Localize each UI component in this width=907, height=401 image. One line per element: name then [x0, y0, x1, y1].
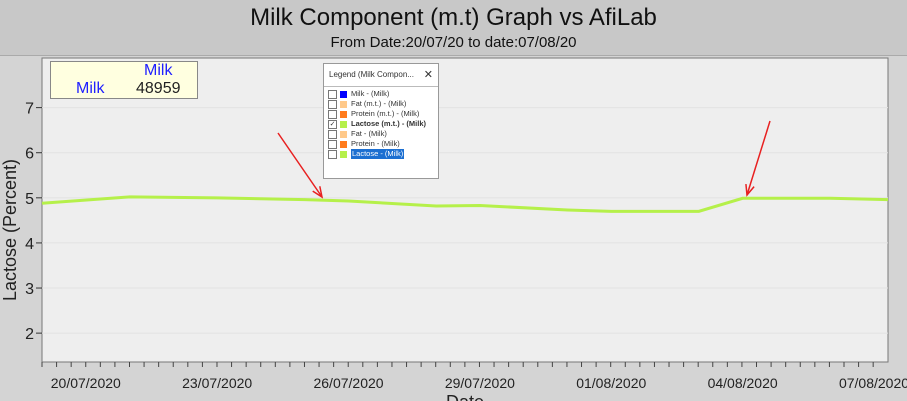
- legend-checkbox[interactable]: [328, 109, 337, 119]
- legend-label: Protein - (Milk): [351, 139, 400, 148]
- legend-label: Fat (m.t.) - (Milk): [351, 99, 407, 108]
- x-tick-label: 04/08/2020: [708, 375, 778, 391]
- legend-checkbox[interactable]: [328, 89, 337, 99]
- y-tick-label: 3: [25, 281, 34, 298]
- info-box: Milk Milk 48959: [50, 61, 198, 99]
- x-tick-label: 29/07/2020: [445, 375, 515, 391]
- y-tick-label: 6: [25, 146, 34, 163]
- legend-item[interactable]: Protein - (Milk): [324, 139, 438, 149]
- y-tick-label: 5: [25, 191, 34, 208]
- x-tick-label: 20/07/2020: [51, 375, 121, 391]
- x-axis-label: Date: [446, 392, 484, 401]
- legend-window[interactable]: Legend (Milk Compon... ✕ Milk - (Milk) Fat…: [323, 63, 439, 179]
- x-tick-label: 01/08/2020: [576, 375, 646, 391]
- legend-swatch: [340, 110, 347, 118]
- legend-item[interactable]: Protein (m.t.) - (Milk): [324, 109, 438, 119]
- info-value: 48959: [136, 80, 181, 97]
- legend-title: Legend (Milk Compon...: [329, 70, 414, 79]
- legend-checkbox[interactable]: [328, 129, 337, 139]
- legend-swatch: [340, 90, 347, 98]
- x-tick-label: 07/08/2020: [839, 375, 907, 391]
- legend-label: Milk - (Milk): [351, 89, 390, 98]
- x-tick-label: 26/07/2020: [313, 375, 383, 391]
- legend-item[interactable]: ✓ Lactose (m.t.) - (Milk): [324, 119, 438, 129]
- arrow-head: [745, 183, 755, 197]
- info-header: Milk: [144, 62, 173, 79]
- y-tick-label: 2: [25, 326, 34, 343]
- lactose-series-line: [41, 195, 889, 213]
- legend-swatch: [340, 130, 347, 138]
- y-axis-label: Lactose (Percent): [0, 159, 20, 301]
- legend-label: Fat - (Milk): [351, 129, 387, 138]
- legend-item[interactable]: Fat - (Milk): [324, 129, 438, 139]
- plot-area: [41, 57, 889, 363]
- legend-checkbox[interactable]: ✓: [328, 119, 337, 129]
- chart-subtitle: From Date:20/07/20 to date:07/08/20: [330, 34, 577, 51]
- legend-label: Lactose - (Milk): [351, 149, 405, 159]
- legend-label: Protein (m.t.) - (Milk): [351, 109, 420, 118]
- chart-title: Milk Component (m.t) Graph vs AfiLab: [250, 4, 657, 31]
- legend-checkbox[interactable]: [328, 139, 337, 149]
- close-icon[interactable]: ✕: [423, 69, 433, 81]
- legend-checkbox[interactable]: [328, 99, 337, 109]
- legend-checkbox[interactable]: [328, 149, 337, 159]
- chart-header: Milk Component (m.t) Graph vs AfiLab Fro…: [0, 0, 907, 56]
- y-tick-label: 7: [25, 101, 34, 118]
- legend-swatch: [340, 150, 347, 158]
- legend-swatch: [340, 100, 347, 108]
- legend-item[interactable]: Milk - (Milk): [324, 89, 438, 99]
- annotation-arrow: [746, 120, 771, 196]
- x-tick-label: 23/07/2020: [182, 375, 252, 391]
- y-tick-label: 4: [25, 236, 34, 253]
- legend-item[interactable]: Fat (m.t.) - (Milk): [324, 99, 438, 109]
- legend-label: Lactose (m.t.) - (Milk): [351, 119, 427, 128]
- info-label: Milk: [76, 80, 105, 97]
- legend-item[interactable]: Lactose - (Milk): [324, 149, 438, 159]
- annotation-arrow: [277, 132, 323, 198]
- arrow-head: [312, 186, 324, 199]
- legend-swatch: [340, 120, 347, 128]
- legend-swatch: [340, 140, 347, 148]
